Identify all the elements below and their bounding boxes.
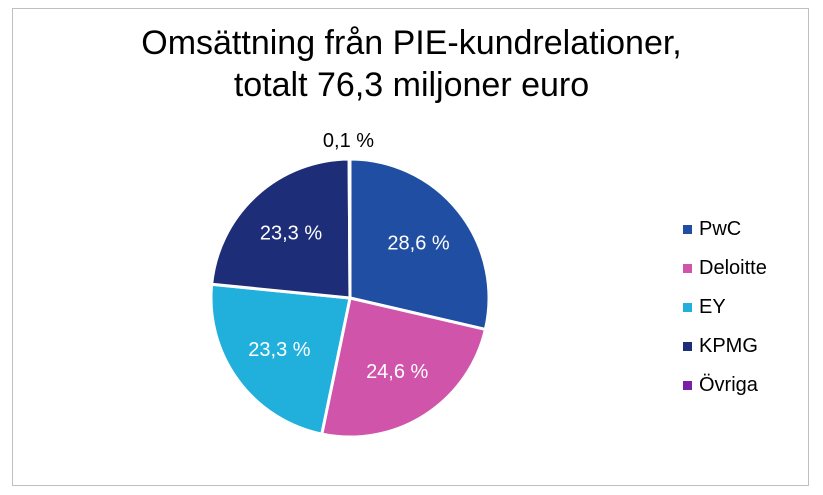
pie-slices (209, 157, 491, 439)
chart-title-line-1: Omsättning från PIE-kundrelationer, (141, 24, 682, 62)
legend-label: EY (699, 296, 726, 318)
legend-label: Övriga (699, 374, 758, 396)
legend-item-pwc: PwC (683, 210, 767, 249)
chart-title-line-2: totalt 76,3 miljoner euro (233, 66, 590, 104)
legend-swatch (683, 303, 692, 312)
pie-slice-ey (209, 282, 352, 436)
legend-swatch (683, 264, 692, 273)
pie-slice-kpmg (210, 157, 352, 300)
data-label-deloitte: 24,6 % (366, 361, 428, 383)
legend-swatch (683, 342, 692, 351)
pie-slice-deloitte (320, 296, 487, 439)
legend-swatch (683, 225, 692, 234)
legend-item-ovriga: Övriga (683, 366, 767, 405)
data-label-ey: 23,3 % (248, 339, 310, 361)
chart-title: Omsättning från PIE-kundrelationer, tota… (0, 22, 823, 106)
pie-slice-ovriga (347, 157, 352, 300)
data-label-kpmg: 23,3 % (260, 222, 322, 244)
legend-item-kpmg: KPMG (683, 327, 767, 366)
data-label-pwc: 28,6 % (387, 233, 449, 255)
legend-item-ey: EY (683, 288, 767, 327)
legend-label: Deloitte (699, 257, 767, 279)
legend-label: PwC (699, 218, 742, 240)
legend-swatch (683, 381, 692, 390)
data-label-ovriga: 0,1 % (323, 130, 374, 152)
pie-slice-pwc (348, 157, 491, 331)
legend-label: KPMG (699, 335, 758, 357)
chart-legend: PwC Deloitte EY KPMG Övriga (683, 210, 767, 405)
pie-data-labels: 28,6 % 24,6 % 23,3 % 23,3 % 0,1 % (248, 130, 450, 383)
legend-item-deloitte: Deloitte (683, 249, 767, 288)
